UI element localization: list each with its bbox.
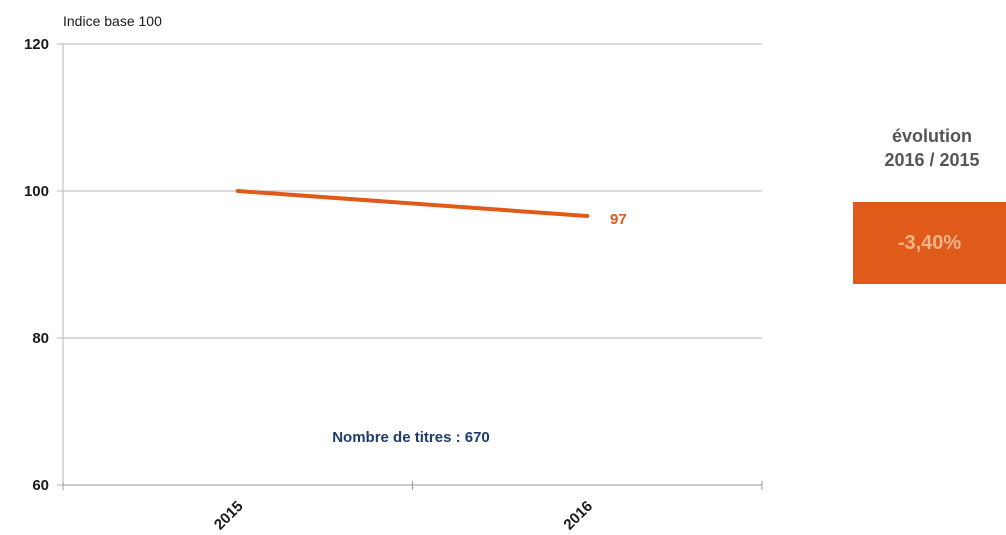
gridlines	[57, 43, 762, 486]
x-axis-ticks: 2015 2016	[62, 481, 763, 534]
evolution-title-line1: évolution	[892, 126, 972, 146]
series-line-0	[235, 189, 590, 218]
axes	[62, 44, 762, 486]
evolution-title-line2: 2016 / 2015	[884, 150, 980, 170]
y-axis-ticks: 60 80 100 120	[24, 36, 49, 494]
y-unit-label: Indice base 100	[63, 13, 162, 29]
series-layer	[235, 189, 590, 218]
x-tick-label-2016: 2016	[560, 498, 596, 534]
evolution-title: évolution 2016 / 2015	[852, 124, 1006, 172]
y-tick-label-120: 120	[24, 36, 49, 53]
x-tick-label-2015: 2015	[211, 498, 247, 534]
y-tick-label-60: 60	[32, 477, 49, 494]
evolution-badge: -3,40%	[853, 202, 1006, 284]
data-label-2016: 97	[610, 211, 627, 228]
y-tick-label-100: 100	[24, 183, 49, 200]
y-tick-label-80: 80	[32, 330, 49, 347]
annotation-titles-count: Nombre de titres : 670	[332, 429, 490, 446]
evolution-value: -3,40%	[897, 231, 962, 254]
